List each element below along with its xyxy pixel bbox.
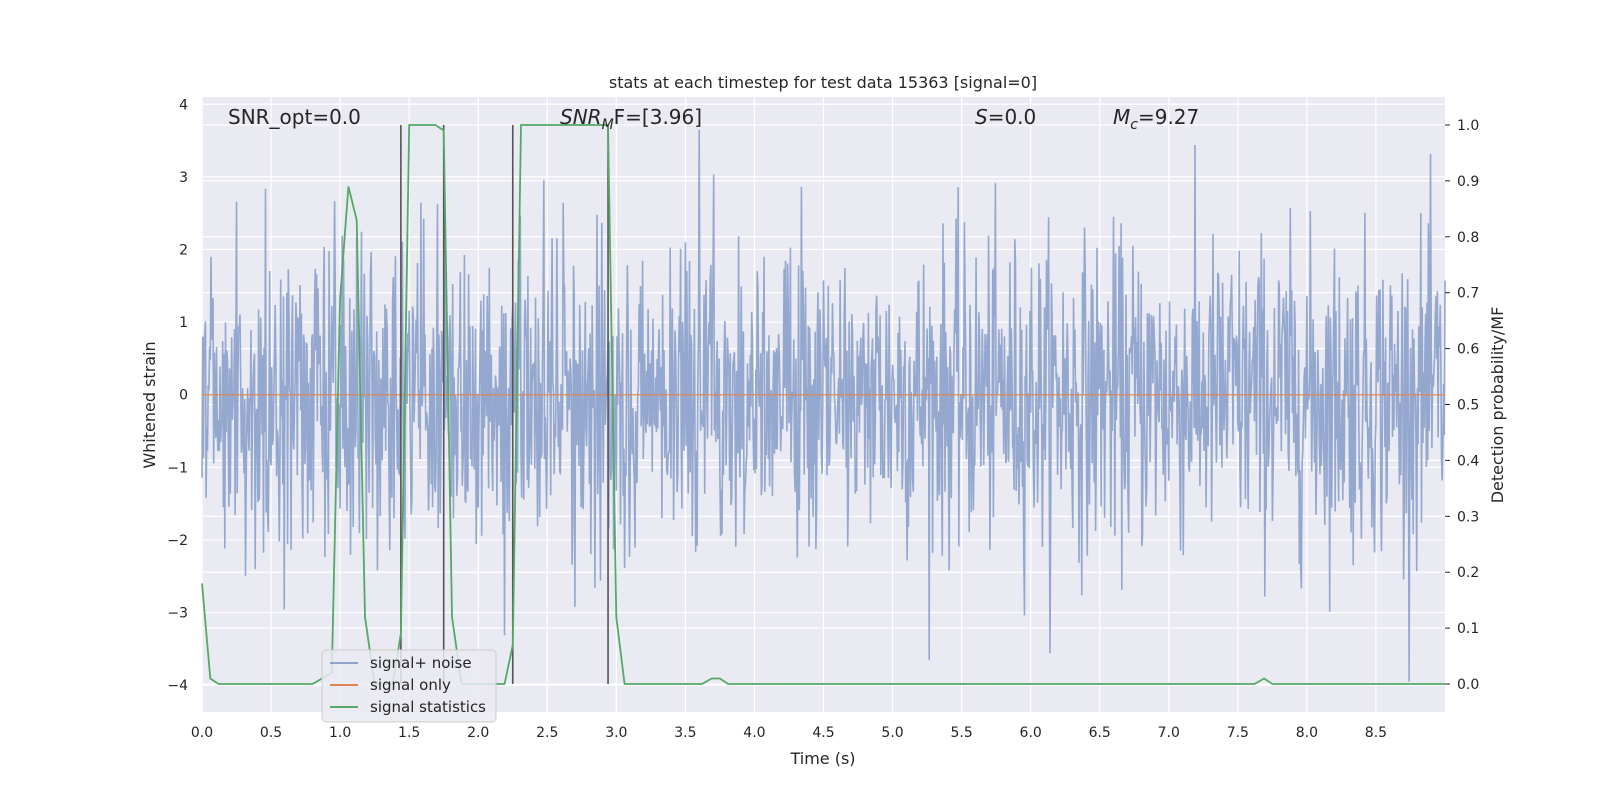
legend-label-signal-only: signal only [370,676,451,694]
x-tick-label: 5.0 [881,725,903,741]
annotation-s-main: S [975,105,988,129]
y-left-tick-label: 0 [179,388,188,404]
x-tick-label: 2.5 [536,725,558,741]
legend: signal+ noise signal only signal statist… [321,649,497,723]
signal-statistics-series [201,124,1445,685]
annotation-mc-main: M [1113,105,1130,129]
x-tick-label: 3.5 [674,725,696,741]
x-tick-label: 2.0 [467,725,489,741]
x-tick-label: 8.0 [1296,725,1318,741]
y-right-tick-label: 0.7 [1457,286,1479,302]
y-right-tick-label: 0.5 [1457,398,1479,414]
annotation-s: S=0.0 [975,105,1036,129]
y-right-tick-label: 0.6 [1457,342,1479,358]
x-tick-label: 6.0 [1020,725,1042,741]
x-tick-label: 7.0 [1158,725,1180,741]
annotation-s-rest: =0.0 [988,105,1037,129]
signal-statistics-line [201,124,1445,685]
y-left-axis-label: Whitened strain [140,341,159,468]
y-left-tick-label: 3 [179,170,188,186]
x-tick-label: 3.0 [605,725,627,741]
y-right-tick-label: 0.2 [1457,565,1479,581]
x-tick-label: 6.5 [1089,725,1111,741]
annotation-mc-rest: =9.27 [1138,105,1199,129]
y-left-tick-label: −2 [167,533,188,549]
x-tick-label: 7.5 [1227,725,1249,741]
annotation-snr-mf-rest: F=[3.96] [614,105,702,129]
y-right-tick-label: 1.0 [1457,118,1479,134]
annotation-snr-mf-sub: M [602,117,614,133]
x-tick-label: 4.0 [743,725,765,741]
y-left-tick-label: −1 [167,460,188,476]
annotation-snr-mf-main: SNR [560,105,602,129]
y-left-tick-label: 1 [179,315,188,331]
y-left-tick-label: 4 [179,97,188,113]
vertical-markers [400,124,609,685]
y-left-axis-ticks: 4 3 2 1 0 −1 −2 −3 −4 [167,97,188,694]
annotation-snr-opt: SNR_opt=0.0 [228,105,361,129]
annotation-mc-sub: c [1130,117,1138,133]
x-tick-label: 0.5 [260,725,282,741]
y-right-tick-label: 0.0 [1457,677,1479,693]
x-tick-label: 1.0 [329,725,351,741]
y-right-tick-label: 0.1 [1457,621,1479,637]
y-left-tick-label: −3 [167,606,188,622]
x-axis-label: Time (s) [789,749,855,768]
x-tick-label: 5.5 [950,725,972,741]
annotation-snr-mf: SNRMF=[3.96] [560,105,702,133]
y-left-tick-label: −4 [167,678,188,694]
y-right-tick-label: 0.4 [1457,453,1479,469]
y-left-tick-label: 2 [179,242,188,258]
y-right-axis-ticks: 1.0 0.9 0.8 0.7 0.6 0.5 0.4 0.3 0.2 0.1 0.0 [1445,118,1479,693]
x-tick-label: 0.0 [191,725,213,741]
annotation-mc: Mc=9.27 [1113,105,1199,133]
y-right-tick-label: 0.9 [1457,174,1479,190]
chart-title: stats at each timestep for test data 153… [609,73,1037,92]
signal-noise-series [201,129,1446,682]
x-tick-label: 8.5 [1365,725,1387,741]
x-tick-label: 1.5 [398,725,420,741]
x-tick-label: 4.5 [812,725,834,741]
y-right-tick-label: 0.8 [1457,230,1479,246]
signal-noise-line [201,129,1446,682]
y-right-axis-label: Detection probability/MF [1488,307,1507,504]
x-axis-ticks: 0.0 0.5 1.0 1.5 2.0 2.5 3.0 3.5 4.0 4.5 5.0 5.5 6.0 6… [191,725,1387,741]
legend-label-signal-noise: signal+ noise [370,654,472,672]
y-right-tick-label: 0.3 [1457,509,1479,525]
legend-label-signal-statistics: signal statistics [370,698,486,716]
legend-box [321,649,497,723]
